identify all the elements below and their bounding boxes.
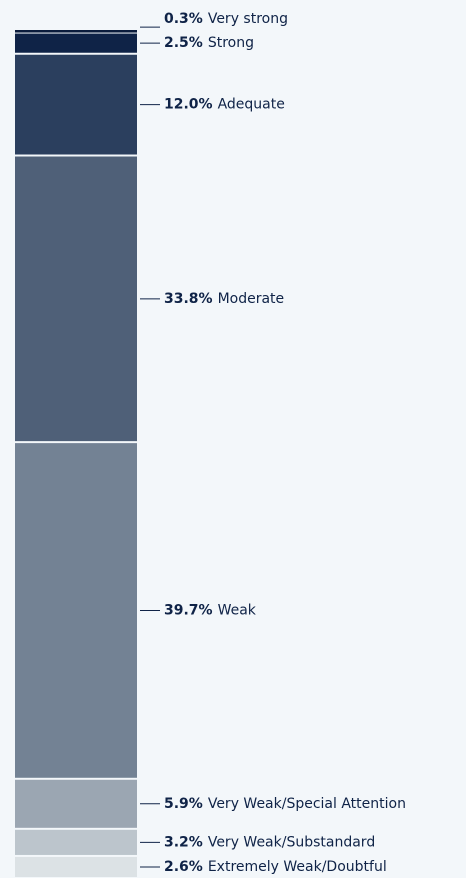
bar-segment (15, 443, 137, 778)
segment-value: 33.8% (164, 291, 213, 307)
segment-value: 2.5% (164, 35, 203, 51)
segment-label: 33.8% Moderate (164, 291, 284, 307)
segment-value: 39.7% (164, 602, 213, 618)
segment-label: 5.9% Very Weak/Special Attention (164, 796, 406, 812)
segment-value: 3.2% (164, 834, 203, 850)
bar-segment (15, 30, 137, 33)
segment-label: 3.2% Very Weak/Substandard (164, 834, 375, 850)
bar-segment (15, 54, 137, 155)
segment-name: Extremely Weak/Doubtful (208, 859, 387, 875)
segment-label: 0.3% Very strong (164, 11, 288, 27)
segment-name: Very Weak/Special Attention (208, 796, 406, 812)
segment-value: 12.0% (164, 97, 213, 113)
segment-label: 2.5% Strong (164, 35, 254, 51)
bar-segment (15, 33, 137, 53)
segment-name: Weak (218, 602, 257, 618)
segment-name: Adequate (218, 97, 285, 113)
bar-segment (15, 829, 137, 855)
bar-segment (15, 779, 137, 828)
segment-name: Very Weak/Substandard (208, 834, 375, 850)
segment-label: 39.7% Weak (164, 602, 257, 618)
segment-name: Moderate (218, 291, 285, 307)
bar-segment (15, 156, 137, 442)
segment-name: Strong (208, 35, 254, 51)
segment-label: 2.6% Extremely Weak/Doubtful (164, 859, 387, 875)
segment-value: 2.6% (164, 859, 203, 875)
bar-segment (15, 856, 137, 877)
segment-value: 5.9% (164, 796, 203, 812)
segment-value: 0.3% (164, 11, 203, 27)
segment-name: Very strong (208, 11, 288, 27)
segment-label: 12.0% Adequate (164, 97, 285, 113)
